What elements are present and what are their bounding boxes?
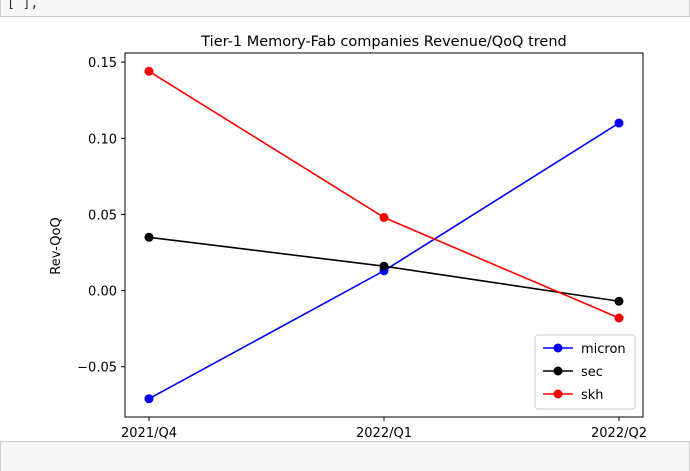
previous-cell-text: [ ], [7, 0, 39, 11]
next-cell-input[interactable] [0, 441, 690, 471]
data-point-micron [614, 118, 624, 128]
y-tick-label: 0.00 [88, 285, 117, 300]
previous-cell-output: [ ], [0, 0, 690, 17]
x-tick-label: 2022/Q1 [356, 426, 412, 441]
legend-label-skh: skh [581, 388, 604, 403]
legend: micron sec skh [534, 334, 636, 410]
chart-title: Tier-1 Memory-Fab companies Revenue/QoQ … [200, 34, 566, 50]
legend-marker-skh [553, 389, 563, 399]
data-point-skh [379, 212, 389, 222]
y-tick-label: −0.05 [77, 361, 117, 376]
legend-marker-sec [553, 366, 563, 376]
axes-frame [124, 52, 644, 418]
plot-area: 2021/Q4 2022/Q1 2022/Q2 −0.05 0.00 0.05 0.10 0.… [77, 56, 647, 441]
x-tick-label: 2021/Q4 [121, 426, 177, 441]
data-point-micron [144, 394, 154, 404]
legend-label-sec: sec [581, 365, 603, 380]
data-point-sec [614, 296, 624, 306]
y-axis-label: Rev-QoQ [49, 217, 64, 274]
legend-label-micron: micron [581, 342, 626, 357]
data-point-sec [144, 232, 154, 242]
y-tick-label: 0.10 [88, 132, 117, 147]
legend-marker-micron [553, 343, 563, 353]
x-tick-label: 2022/Q2 [591, 426, 647, 441]
data-point-skh [614, 313, 624, 323]
series-line-skh [148, 70, 620, 319]
data-point-sec [379, 261, 389, 271]
line-chart: Tier-1 Memory-Fab companies Revenue/QoQ … [49, 34, 647, 441]
y-tick-label: 0.15 [88, 56, 117, 71]
data-point-skh [144, 66, 154, 76]
y-tick-label: 0.05 [88, 208, 117, 223]
